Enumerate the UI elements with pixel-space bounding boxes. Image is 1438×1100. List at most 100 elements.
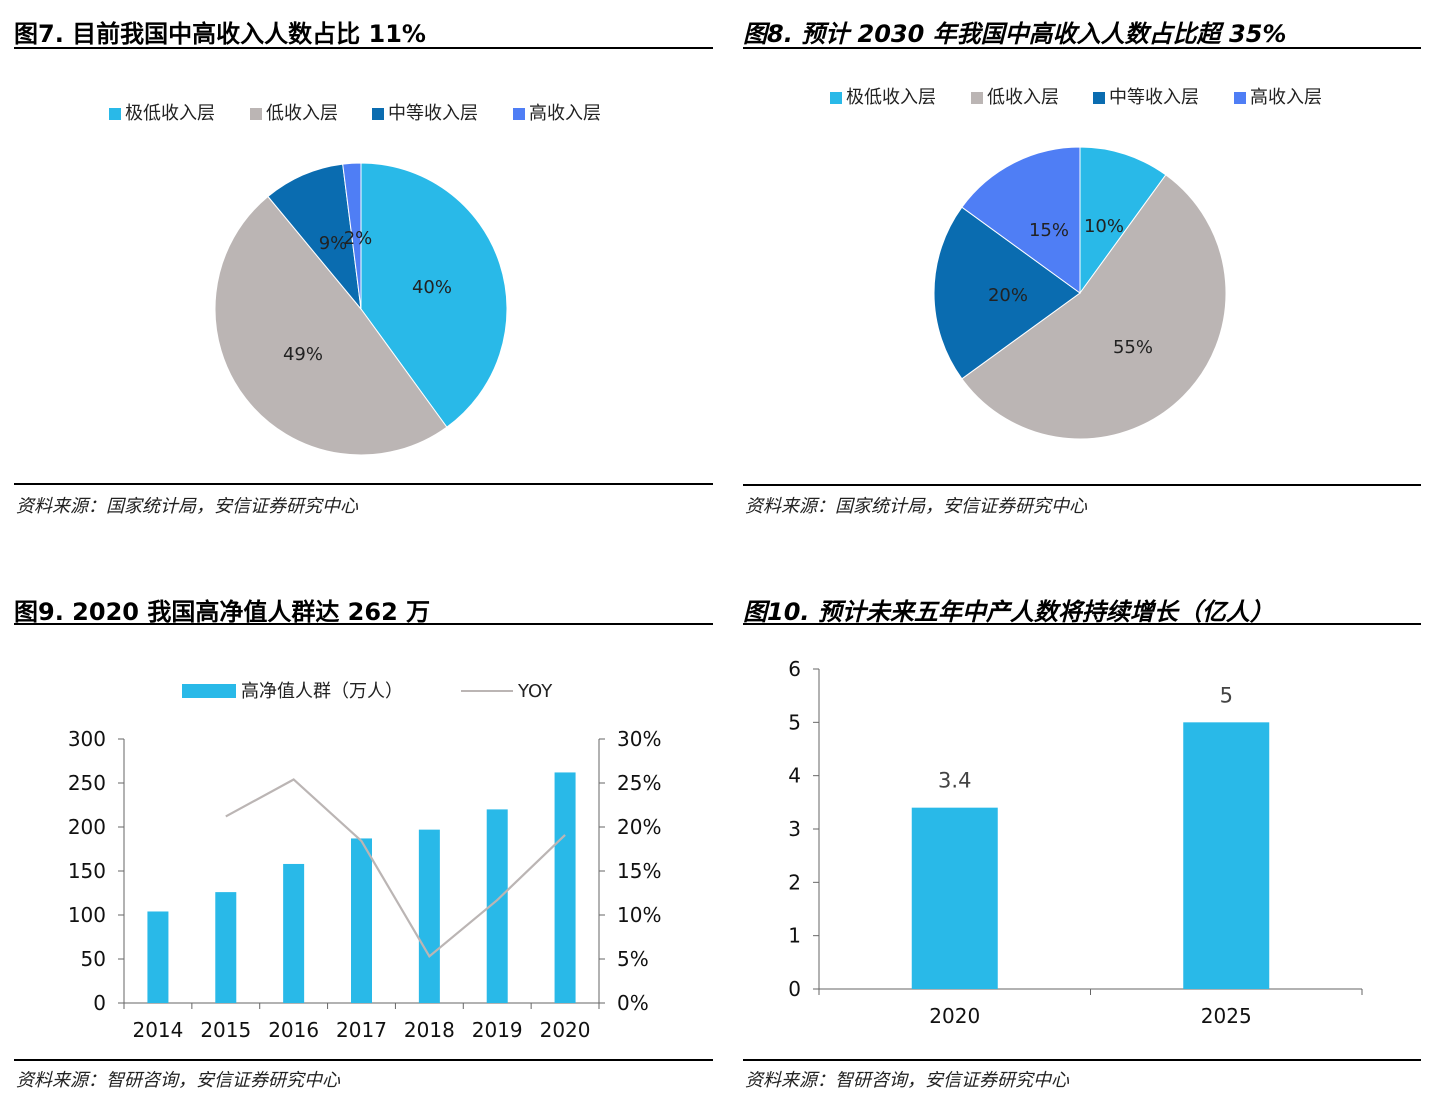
y2-tick-label: 20% bbox=[617, 815, 661, 839]
bar-chart-middle-class: 0 1 2 3 4 5 6 3.4 2020 5 2025 bbox=[788, 657, 1363, 1028]
y2-tick-label: 5% bbox=[617, 947, 649, 971]
x-tick-label: 2025 bbox=[1201, 1004, 1252, 1028]
chart-title: 图7. 目前我国中高收入人数占比 11% bbox=[14, 20, 426, 48]
bar-value-label: 3.4 bbox=[938, 769, 971, 793]
legend-label: 低收入层 bbox=[987, 87, 1059, 108]
legend-label: 高收入层 bbox=[529, 103, 601, 124]
x-tick-label: 2020 bbox=[929, 1004, 980, 1028]
y-tick-label: 2 bbox=[788, 870, 801, 894]
bar-2014 bbox=[147, 911, 169, 1003]
source-rule bbox=[743, 484, 1421, 486]
chart-title: 图9. 2020 我国高净值人群达 262 万 bbox=[14, 598, 431, 626]
legend-swatch bbox=[372, 108, 384, 120]
yoy-line bbox=[225, 778, 566, 959]
pie-slice-4 bbox=[342, 162, 362, 310]
slice-label-2: 49% bbox=[283, 344, 323, 365]
bar-value-label: 5 bbox=[1220, 683, 1233, 707]
x-tick-label: 2017 bbox=[336, 1018, 387, 1042]
y-tick-label: 200 bbox=[68, 815, 106, 839]
pie-chart-2030: 极低收入层 低收入层 中等收入层 高收入层 10% 55% 20% 15% bbox=[830, 87, 1322, 440]
panel-fig8: 图8. 预计 2030 年我国中高收入人数占比超 35% 极低收入层 低收入层 中等… bbox=[743, 0, 1421, 530]
slice-label-2: 55% bbox=[1113, 337, 1153, 358]
source-rule bbox=[743, 1059, 1421, 1061]
legend-label: 极低收入层 bbox=[846, 87, 936, 108]
slice-label-1: 10% bbox=[1084, 216, 1124, 237]
source-rule bbox=[14, 483, 713, 485]
bar-2015 bbox=[215, 892, 237, 1003]
chart-title: 图10. 预计未来五年中产人数将持续增长（亿人） bbox=[743, 598, 1274, 626]
x-tick-label: 2016 bbox=[268, 1018, 319, 1042]
slice-label-1: 40% bbox=[412, 277, 452, 298]
legend-swatch bbox=[1093, 92, 1105, 104]
pie-slice-1 bbox=[1079, 146, 1167, 295]
pie-slice-2 bbox=[961, 174, 1227, 440]
title-rule bbox=[743, 623, 1421, 625]
bar-line-chart-hnw: 高净值人群（万人） YOY 0 50 100 150 200 250 300 0% 5% 10% 15%… bbox=[68, 681, 662, 1042]
y2-tick-label: 30% bbox=[617, 727, 661, 751]
y2-tick-label: 15% bbox=[617, 859, 661, 883]
source-rule bbox=[14, 1059, 713, 1061]
y2-tick-label: 0% bbox=[617, 991, 649, 1015]
title-rule bbox=[14, 623, 713, 625]
y-tick-label: 5 bbox=[788, 710, 801, 734]
legend-swatch bbox=[513, 108, 525, 120]
pie-slice-2 bbox=[214, 195, 448, 456]
panel-fig9: 图9. 2020 我国高净值人群达 262 万 高净值人群（万人） YOY 0 50 1… bbox=[14, 580, 713, 1100]
legend-swatch bbox=[1234, 92, 1246, 104]
legend-swatch bbox=[109, 108, 121, 120]
y2-tick-label: 25% bbox=[617, 771, 661, 795]
y-tick-label: 150 bbox=[68, 859, 106, 883]
pie-chart-current: 极低收入层 低收入层 中等收入层 高收入层 40% 49% 9%2% bbox=[109, 103, 601, 456]
legend-swatch bbox=[971, 92, 983, 104]
x-tick-label: 2020 bbox=[540, 1018, 591, 1042]
bar-2020 bbox=[554, 772, 576, 1003]
x-tick-label: 2019 bbox=[472, 1018, 523, 1042]
legend-label: 高收入层 bbox=[1250, 87, 1322, 108]
bar-2019 bbox=[486, 809, 508, 1003]
bar-2020 bbox=[911, 807, 998, 989]
chart-title: 图8. 预计 2030 年我国中高收入人数占比超 35% bbox=[743, 20, 1287, 48]
y-tick-label: 300 bbox=[68, 727, 106, 751]
source-note: 资料来源：智研咨询，安信证券研究中心 bbox=[16, 1070, 340, 1091]
legend-swatch bbox=[830, 92, 842, 104]
y-tick-label: 1 bbox=[788, 924, 801, 948]
bar-2018 bbox=[418, 829, 440, 1003]
title-rule bbox=[743, 47, 1421, 49]
x-tick-label: 2015 bbox=[200, 1018, 251, 1042]
legend-swatch bbox=[182, 684, 236, 698]
bar-2016 bbox=[283, 863, 305, 1003]
title-rule bbox=[14, 47, 713, 49]
bar-2017 bbox=[351, 838, 372, 1003]
legend-label: 低收入层 bbox=[266, 103, 338, 124]
panel-fig7: 图7. 目前我国中高收入人数占比 11% 极低收入层 低收入层 中等收入层 高收入层 4… bbox=[14, 0, 713, 530]
y-tick-label: 0 bbox=[93, 991, 106, 1015]
source-note: 资料来源：智研咨询，安信证券研究中心 bbox=[745, 1070, 1069, 1091]
x-tick-label: 2014 bbox=[132, 1018, 183, 1042]
slice-label-3: 20% bbox=[988, 285, 1028, 306]
pie-slice-3 bbox=[933, 206, 1081, 380]
bar-2025 bbox=[1183, 722, 1270, 989]
slice-label-3: 9% bbox=[319, 233, 348, 254]
legend-label: 中等收入层 bbox=[388, 103, 478, 124]
slice-label-4: 15% bbox=[1029, 220, 1069, 241]
source-note: 资料来源：国家统计局，安信证券研究中心 bbox=[745, 496, 1087, 517]
pie-slice-4 bbox=[961, 146, 1081, 294]
pie-slice-1 bbox=[360, 162, 508, 428]
legend-swatch bbox=[250, 108, 262, 120]
y-tick-label: 0 bbox=[788, 977, 801, 1001]
x-tick-label: 2018 bbox=[404, 1018, 455, 1042]
source-note: 资料来源：国家统计局，安信证券研究中心 bbox=[16, 496, 358, 517]
y2-tick-label: 10% bbox=[617, 903, 661, 927]
panel-fig10: 图10. 预计未来五年中产人数将持续增长（亿人） 0 1 2 3 4 5 6 3.4 2020 5… bbox=[743, 580, 1421, 1100]
y-tick-label: 4 bbox=[788, 764, 801, 788]
y-tick-label: 6 bbox=[788, 657, 801, 681]
y-tick-label: 250 bbox=[68, 771, 106, 795]
slice-label-4: 2% bbox=[344, 228, 373, 249]
y-tick-label: 50 bbox=[81, 947, 106, 971]
legend-label: 中等收入层 bbox=[1109, 87, 1199, 108]
legend-label: 极低收入层 bbox=[125, 103, 215, 124]
legend-label: 高净值人群（万人） bbox=[241, 681, 403, 702]
y-tick-label: 100 bbox=[68, 903, 106, 927]
y-tick-label: 3 bbox=[788, 817, 801, 841]
legend-label: YOY bbox=[517, 681, 553, 702]
